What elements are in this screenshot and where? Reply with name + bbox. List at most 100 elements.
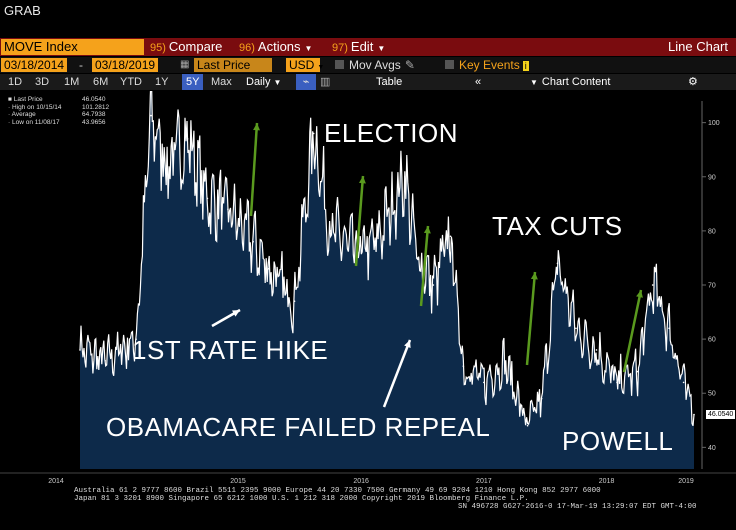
legend-low-value: 43.9656 (82, 118, 106, 126)
chevron-down-icon: ▼ (304, 44, 313, 53)
legend-last-price-label: Last Price (13, 96, 43, 103)
mov-avgs-label: Mov Avgs (349, 58, 401, 72)
period-bar (0, 74, 736, 90)
data-point (693, 413, 695, 416)
key-events-toggle[interactable]: Key Events i (445, 58, 529, 72)
period-5y-button[interactable]: 5Y (182, 74, 204, 90)
annotation-election: ELECTION (324, 118, 459, 148)
chart-content-button[interactable]: ▼ Chart Content (530, 74, 610, 90)
period-6m-button[interactable]: 6M (93, 76, 109, 88)
window-title: GRAB (4, 3, 41, 18)
chevron-down-icon: ▼ (377, 44, 386, 53)
y-tick-label: 80 (708, 228, 716, 235)
data-point (636, 370, 639, 373)
data-point (651, 284, 654, 286)
x-tick-label: 2017 (476, 478, 492, 485)
checkbox-icon (335, 60, 344, 69)
y-tick-label: 90 (708, 174, 716, 181)
checkbox-icon (445, 60, 454, 69)
edit-label: Edit (350, 39, 374, 54)
annotation-tax-cuts: TAX CUTS (492, 211, 623, 241)
legend-average-label: Average (11, 111, 36, 118)
calendar-icon[interactable]: ▦ (180, 59, 190, 70)
period-max-button[interactable]: Max (211, 76, 232, 88)
footer-serial: SN 496728 G627-2616-0 17-Mar-19 13:29:07… (458, 503, 697, 511)
period-3d-button[interactable]: 3D (35, 76, 50, 88)
data-point (312, 132, 315, 135)
period-1y-button[interactable]: 1Y (155, 76, 169, 88)
chevron-down-icon: ▼ (273, 78, 282, 87)
white-arrow-icon (211, 308, 241, 328)
legend-last-price-value: 46.0540 (82, 96, 106, 103)
legend-average-value: 64.7938 (82, 111, 106, 118)
start-date-field[interactable]: 03/18/2014 (1, 58, 68, 72)
data-point (104, 359, 107, 362)
collapse-left-icon[interactable]: « (475, 76, 482, 88)
chevron-down-icon: ▼ (530, 78, 538, 87)
y-tick-label: 50 (708, 391, 716, 398)
line-chart-icon[interactable]: ⌁ (296, 74, 316, 90)
chart-content-label: Chart Content (541, 76, 611, 88)
frequency-select[interactable]: Daily ▼ (246, 74, 281, 90)
data-point (595, 349, 598, 351)
white-arrow-icon (382, 339, 412, 408)
legend-high-label: High on 10/15/14 (11, 103, 62, 111)
actions-button[interactable]: 96) Actions ▼ (239, 39, 312, 55)
y-tick-label: 100 (708, 120, 720, 127)
legend-high-value: 101.2812 (82, 103, 110, 111)
toolbar (0, 57, 736, 73)
chart-legend: ■ Last Price 46.0540 · High on 10/15/14 10… (8, 96, 109, 126)
data-point (416, 257, 419, 259)
data-point (206, 197, 209, 200)
data-point (575, 327, 577, 330)
edit-button[interactable]: 97) Edit ▼ (332, 39, 385, 55)
footer-offices-1: Australia 61 2 9777 8600 Brazil 5511 239… (74, 487, 601, 495)
compare-number: 95) (150, 42, 166, 54)
legend-last-price: ■ Last Price 46.0540 (8, 96, 106, 103)
chart-area: 40 50 60 70 80 90 100 2014 2015 2016 2017 2018 2019 (0, 91, 736, 485)
period-1m-button[interactable]: 1M (64, 76, 80, 88)
data-point (293, 300, 296, 303)
edit-number: 97) (332, 42, 348, 54)
currency-select[interactable]: USD ▼ (286, 58, 324, 72)
mov-avgs-toggle[interactable]: Mov Avgs ✎ (335, 58, 415, 72)
compare-label: Compare (168, 39, 223, 54)
frequency-label: Daily (246, 76, 271, 88)
data-point (252, 240, 254, 243)
data-point (329, 230, 332, 232)
legend-low: · Low on 11/08/17 43.9656 (8, 118, 106, 126)
candle-chart-icon[interactable]: ▥ (320, 76, 331, 88)
x-tick-label: 2014 (48, 478, 64, 485)
table-label: Table (376, 76, 403, 88)
data-point (483, 381, 485, 384)
ticker-field[interactable]: MOVE Index (1, 39, 144, 55)
table-button[interactable]: Table (376, 74, 402, 90)
field-select[interactable]: Last Price (194, 58, 272, 72)
green-arrow-up-icon (354, 175, 366, 267)
period-ytd-button[interactable]: YTD (120, 76, 142, 88)
data-point (449, 235, 452, 238)
y-tick-label: 40 (708, 445, 716, 452)
legend-average: · Average 64.7938 (8, 111, 106, 118)
period-1d-button[interactable]: 1D (8, 76, 23, 88)
y-tick-label: 60 (708, 337, 716, 344)
data-point (404, 175, 406, 178)
key-events-label: Key Events (459, 58, 520, 72)
info-icon: i (522, 61, 529, 71)
data-point (79, 349, 81, 351)
footer: Australia 61 2 9777 8600 Brazil 5511 239… (0, 487, 736, 530)
view-name: Line Chart (668, 39, 728, 54)
actions-label: Actions (257, 39, 301, 54)
gear-icon[interactable]: ⚙ (688, 76, 698, 88)
end-date-field[interactable]: 03/18/2019 (92, 58, 159, 72)
green-arrow-up-icon (249, 122, 261, 217)
data-point (540, 397, 543, 400)
compare-button[interactable]: 95) Compare (150, 39, 222, 55)
data-point (375, 240, 378, 243)
data-point (432, 284, 435, 286)
data-point (357, 251, 360, 254)
data-point (268, 267, 270, 270)
data-point (556, 262, 559, 265)
data-point (150, 114, 152, 117)
chevron-down-icon: ▼ (317, 64, 325, 71)
